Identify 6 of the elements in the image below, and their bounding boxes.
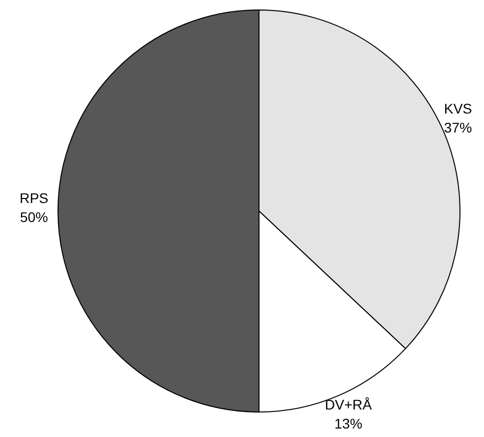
data-label: 13% (334, 415, 362, 432)
slice-label: KVS (444, 100, 472, 117)
data-label: 50% (20, 209, 48, 225)
slice-label: DV+RÅ (324, 396, 373, 412)
slice-label: RPS (20, 190, 48, 206)
data-label: 37% (444, 120, 472, 136)
